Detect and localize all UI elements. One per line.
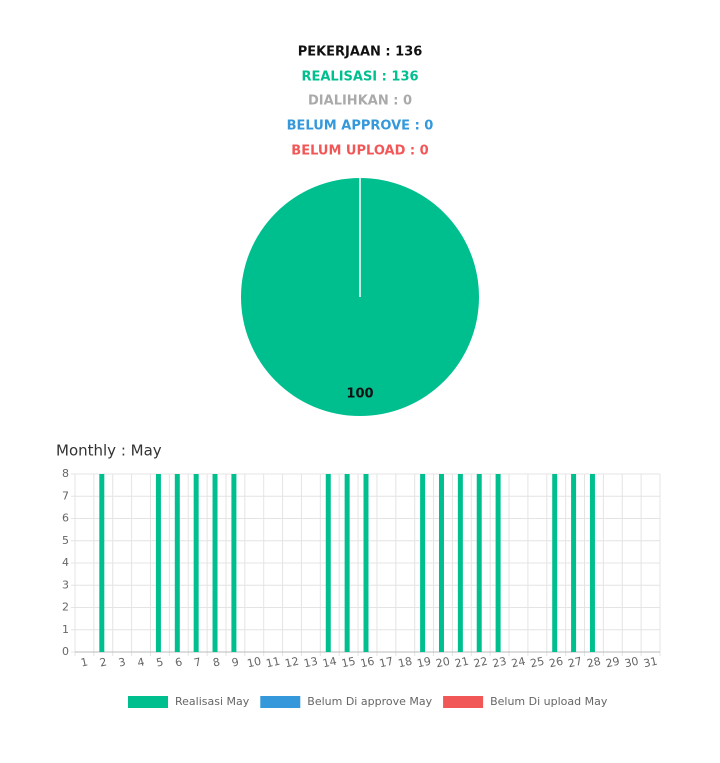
- x-tick-label: 20: [435, 655, 451, 671]
- bar: [571, 474, 577, 652]
- x-tick-label: 18: [397, 655, 413, 671]
- x-tick-label: 28: [586, 655, 602, 671]
- bar: [99, 474, 105, 652]
- header-line: DIALIHKAN : 0: [308, 94, 412, 109]
- bar: [344, 474, 350, 652]
- x-tick-label: 29: [605, 655, 621, 671]
- x-tick-label: 10: [246, 655, 262, 671]
- x-tick-label: 12: [284, 655, 300, 671]
- bar: [589, 474, 595, 652]
- x-tick-label: 8: [212, 655, 222, 669]
- x-tick-label: 21: [454, 655, 470, 671]
- x-tick-label: 2: [98, 655, 108, 669]
- y-tick-label: 1: [62, 623, 69, 636]
- x-tick-label: 26: [548, 655, 564, 671]
- x-tick-label: 13: [303, 655, 319, 671]
- bar: [212, 474, 218, 652]
- x-tick-label: 7: [193, 655, 203, 669]
- y-tick-label: 4: [62, 556, 69, 569]
- legend-swatch: [443, 696, 484, 708]
- bar: [193, 474, 199, 652]
- pie-value-label: 100: [346, 387, 373, 402]
- bar: [495, 474, 501, 652]
- x-tick-label: 15: [340, 655, 356, 671]
- legend-swatch: [260, 696, 301, 708]
- header-line: BELUM APPROVE : 0: [287, 119, 434, 134]
- legend-swatch: [128, 696, 168, 708]
- bar: [438, 474, 444, 652]
- x-tick-label: 16: [359, 655, 375, 671]
- x-tick-label: 6: [174, 655, 184, 669]
- x-tick-label: 11: [265, 655, 281, 671]
- x-tick-label: 31: [642, 655, 658, 671]
- x-tick-label: 24: [510, 655, 526, 671]
- bar: [476, 474, 482, 652]
- x-tick-label: 5: [155, 655, 165, 669]
- x-tick-label: 27: [567, 655, 583, 671]
- header-line: BELUM UPLOAD : 0: [291, 144, 428, 159]
- bar: [363, 474, 369, 652]
- x-tick-label: 22: [472, 655, 488, 671]
- bar: [457, 474, 463, 652]
- y-tick-label: 3: [62, 578, 69, 591]
- bar: [231, 474, 237, 652]
- x-tick-label: 3: [117, 655, 127, 669]
- x-tick-label: 9: [231, 655, 241, 669]
- x-tick-label: 19: [416, 655, 432, 671]
- x-tick-label: 25: [529, 655, 545, 671]
- bar: [155, 474, 161, 652]
- x-tick-label: 14: [321, 655, 337, 671]
- y-tick-label: 8: [62, 467, 69, 480]
- y-tick-label: 7: [62, 489, 69, 502]
- legend-label: Belum Di approve May: [307, 695, 432, 708]
- legend-label: Realisasi May: [175, 695, 250, 708]
- bar: [552, 474, 558, 652]
- header-line: PEKERJAAN : 136: [298, 45, 423, 60]
- x-tick-label: 23: [491, 655, 507, 671]
- y-tick-label: 5: [62, 534, 69, 547]
- y-tick-label: 0: [62, 645, 69, 658]
- y-tick-label: 6: [62, 512, 69, 525]
- x-tick-label: 30: [623, 655, 639, 671]
- x-tick-label: 4: [136, 655, 146, 669]
- legend-label: Belum Di upload May: [490, 695, 608, 708]
- x-tick-label: 17: [378, 655, 394, 671]
- chart-title: Monthly : May: [56, 442, 162, 460]
- bar: [420, 474, 426, 652]
- x-tick-label: 1: [80, 655, 90, 669]
- bar: [174, 474, 180, 652]
- header-line: REALISASI : 136: [301, 70, 418, 85]
- y-tick-label: 2: [62, 601, 69, 614]
- bar: [325, 474, 331, 652]
